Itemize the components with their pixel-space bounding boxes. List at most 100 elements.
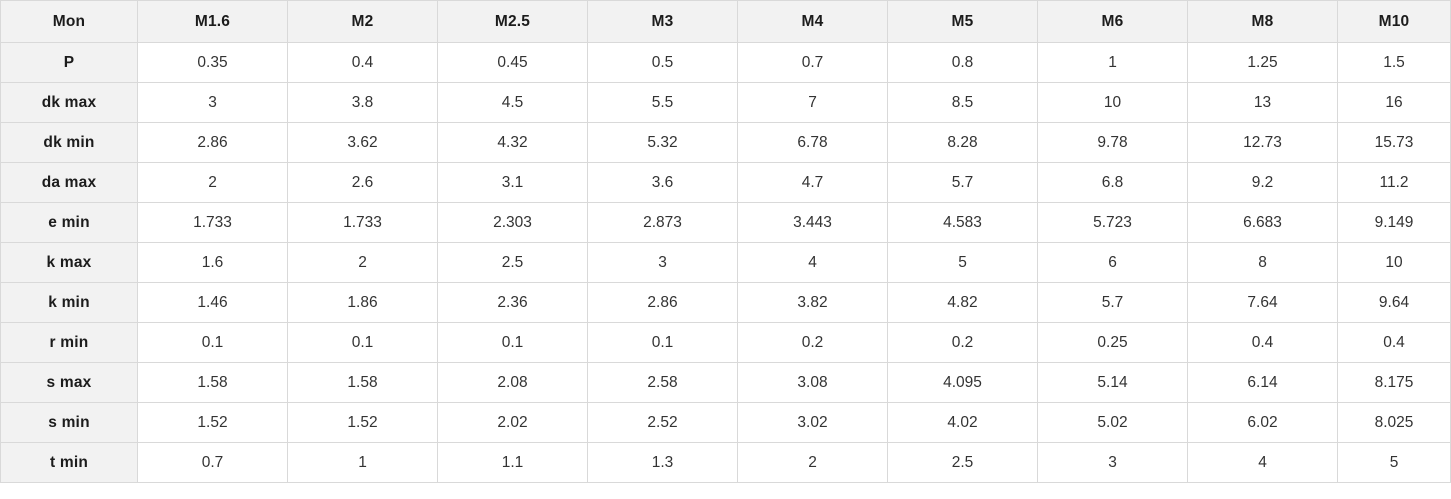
corner-header-cell: Mon	[0, 0, 138, 43]
table-row: k max 1.6 2 2.5 3 4 5 6 8 10	[0, 242, 1451, 283]
value-cell: 4	[737, 242, 888, 283]
value-cell: 3.443	[737, 202, 888, 243]
value-cell: 2	[137, 162, 288, 203]
value-cell: 5.7	[1037, 282, 1188, 323]
value-cell: 4.02	[887, 402, 1038, 443]
value-cell: 13	[1187, 82, 1338, 123]
value-cell: 12.73	[1187, 122, 1338, 163]
table-row: k min 1.46 1.86 2.36 2.86 3.82 4.82 5.7 7.64 9.64	[0, 282, 1451, 323]
value-cell: 1.1	[437, 442, 588, 483]
value-cell: 3.1	[437, 162, 588, 203]
value-cell: 4	[1187, 442, 1338, 483]
value-cell: 7	[737, 82, 888, 123]
column-header-cell: M8	[1187, 0, 1338, 43]
value-cell: 1	[287, 442, 438, 483]
value-cell: 2	[287, 242, 438, 283]
value-cell: 2.08	[437, 362, 588, 403]
value-cell: 2.58	[587, 362, 738, 403]
row-label-cell: s min	[0, 402, 138, 443]
value-cell: 6.02	[1187, 402, 1338, 443]
value-cell: 1.733	[287, 202, 438, 243]
value-cell: 0.4	[287, 42, 438, 83]
value-cell: 1.3	[587, 442, 738, 483]
value-cell: 5.5	[587, 82, 738, 123]
value-cell: 9.2	[1187, 162, 1338, 203]
value-cell: 2.86	[137, 122, 288, 163]
column-header-cell: M5	[887, 0, 1038, 43]
column-header-cell: M4	[737, 0, 888, 43]
value-cell: 3.8	[287, 82, 438, 123]
value-cell: 0.35	[137, 42, 288, 83]
value-cell: 8.5	[887, 82, 1038, 123]
value-cell: 0.2	[887, 322, 1038, 363]
value-cell: 8.175	[1337, 362, 1451, 403]
column-header-cell: M1.6	[137, 0, 288, 43]
row-label-cell: k min	[0, 282, 138, 323]
value-cell: 0.4	[1187, 322, 1338, 363]
row-label-cell: s max	[0, 362, 138, 403]
value-cell: 2.6	[287, 162, 438, 203]
value-cell: 10	[1337, 242, 1451, 283]
value-cell: 3.82	[737, 282, 888, 323]
row-label-cell: P	[0, 42, 138, 83]
value-cell: 1.25	[1187, 42, 1338, 83]
table-row: dk min 2.86 3.62 4.32 5.32 6.78 8.28 9.78 12.73 1…	[0, 122, 1451, 163]
value-cell: 1.58	[137, 362, 288, 403]
value-cell: 4.095	[887, 362, 1038, 403]
row-label-cell: dk max	[0, 82, 138, 123]
value-cell: 4.82	[887, 282, 1038, 323]
value-cell: 2.02	[437, 402, 588, 443]
value-cell: 3.6	[587, 162, 738, 203]
table-row: dk max 3 3.8 4.5 5.5 7 8.5 10 13 16	[0, 82, 1451, 123]
table-row: P 0.35 0.4 0.45 0.5 0.7 0.8 1 1.25 1.5	[0, 42, 1451, 83]
value-cell: 7.64	[1187, 282, 1338, 323]
value-cell: 5.7	[887, 162, 1038, 203]
value-cell: 0.1	[587, 322, 738, 363]
screw-dimension-table: Mon M1.6 M2 M2.5 M3 M4 M5 M6 M8 M10 P 0.35 0.4 0.45…	[0, 0, 1451, 483]
value-cell: 6	[1037, 242, 1188, 283]
value-cell: 9.149	[1337, 202, 1451, 243]
column-header-cell: M2.5	[437, 0, 588, 43]
value-cell: 4.7	[737, 162, 888, 203]
column-header-cell: M3	[587, 0, 738, 43]
row-label-cell: r min	[0, 322, 138, 363]
value-cell: 5.14	[1037, 362, 1188, 403]
value-cell: 8	[1187, 242, 1338, 283]
value-cell: 1.58	[287, 362, 438, 403]
value-cell: 2	[737, 442, 888, 483]
value-cell: 2.873	[587, 202, 738, 243]
value-cell: 2.36	[437, 282, 588, 323]
value-cell: 0.2	[737, 322, 888, 363]
value-cell: 4.583	[887, 202, 1038, 243]
value-cell: 1.86	[287, 282, 438, 323]
header-row: Mon M1.6 M2 M2.5 M3 M4 M5 M6 M8 M10	[0, 0, 1451, 43]
value-cell: 3	[137, 82, 288, 123]
value-cell: 0.45	[437, 42, 588, 83]
table-row: s max 1.58 1.58 2.08 2.58 3.08 4.095 5.14 6.14 8.…	[0, 362, 1451, 403]
row-label-cell: e min	[0, 202, 138, 243]
value-cell: 2.5	[887, 442, 1038, 483]
value-cell: 4.32	[437, 122, 588, 163]
value-cell: 15.73	[1337, 122, 1451, 163]
value-cell: 9.64	[1337, 282, 1451, 323]
value-cell: 0.25	[1037, 322, 1188, 363]
value-cell: 0.1	[137, 322, 288, 363]
value-cell: 16	[1337, 82, 1451, 123]
value-cell: 1.46	[137, 282, 288, 323]
value-cell: 3.02	[737, 402, 888, 443]
value-cell: 0.7	[137, 442, 288, 483]
value-cell: 1.52	[287, 402, 438, 443]
value-cell: 0.1	[437, 322, 588, 363]
value-cell: 2.303	[437, 202, 588, 243]
value-cell: 5	[1337, 442, 1451, 483]
value-cell: 0.7	[737, 42, 888, 83]
value-cell: 3	[587, 242, 738, 283]
value-cell: 2.5	[437, 242, 588, 283]
value-cell: 0.1	[287, 322, 438, 363]
row-label-cell: da max	[0, 162, 138, 203]
value-cell: 4.5	[437, 82, 588, 123]
table-row: da max 2 2.6 3.1 3.6 4.7 5.7 6.8 9.2 11.2	[0, 162, 1451, 203]
value-cell: 1.52	[137, 402, 288, 443]
value-cell: 5	[887, 242, 1038, 283]
value-cell: 2.52	[587, 402, 738, 443]
